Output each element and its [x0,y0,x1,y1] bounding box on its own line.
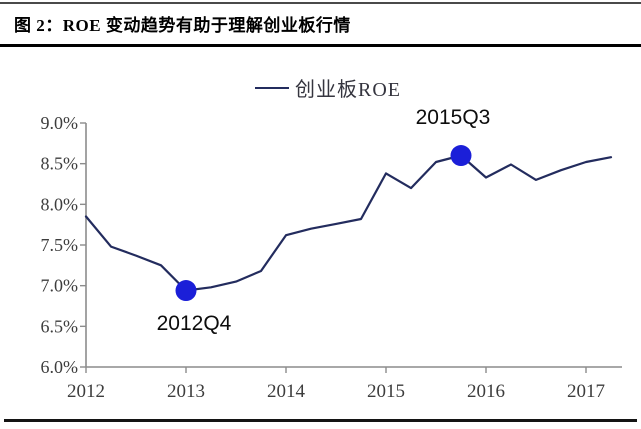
y-tick-label: 9.0% [41,113,79,133]
annotation-label-2012q4: 2012Q4 [156,311,232,335]
y-tick-label: 8.5% [41,154,79,174]
x-tick-label: 2012 [67,381,105,402]
title-divider-rule [0,44,641,47]
axis-tick-labels: 2012 2013 2014 2015 2016 2017 9.0% 8.5% 8.0% 7.5%… [41,113,606,402]
roe-polyline [84,154,613,292]
roe-series-line [84,154,613,292]
chart-legend: 创业板ROE [255,73,401,102]
x-tick-label: 2013 [167,381,205,402]
data-point-marker-2012q4 [175,280,197,302]
y-tick-label: 6.5% [41,316,79,336]
figure-title: 图 2：ROE 变动趋势有助于理解创业板行情 [14,16,351,35]
y-tick-label: 7.0% [41,276,79,296]
legend-series-label: 创业板ROE [295,79,401,101]
annotation-label-2015q3: 2015Q3 [415,105,491,129]
x-tick-label: 2017 [567,381,605,402]
bottom-border-rule [4,419,637,422]
axis-ticks [80,122,587,373]
y-tick-label: 6.0% [41,357,79,377]
annotation-markers [175,145,472,302]
top-border-rule [0,2,641,4]
y-tick-label: 8.0% [41,194,79,214]
x-tick-label: 2014 [267,381,306,402]
legend-line-swatch [255,86,289,89]
x-tick-label: 2015 [367,381,405,402]
x-tick-label: 2016 [467,381,505,402]
y-tick-label: 7.5% [41,235,79,255]
data-point-marker-2015q3 [450,145,472,167]
